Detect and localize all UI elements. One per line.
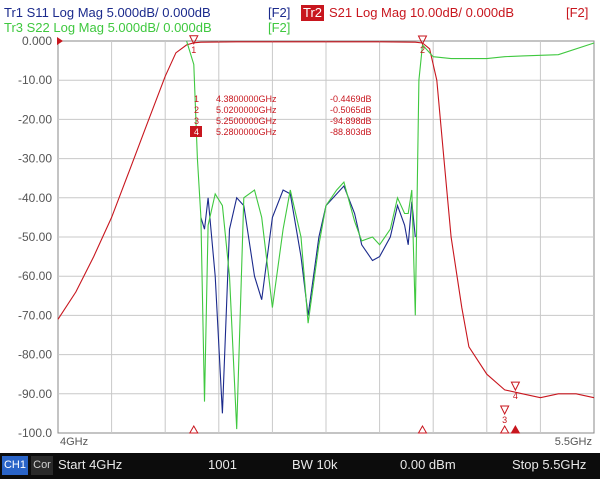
y-tick-label: -40.00 <box>18 191 52 205</box>
y-tick-label: -80.00 <box>18 348 52 362</box>
marker-table-number: 1 <box>194 94 199 104</box>
marker-table-frequency: 5.2500000GHz <box>216 116 277 126</box>
y-tick-label: -10.00 <box>18 73 52 87</box>
marker-active-highlight <box>190 126 202 137</box>
trace1-label[interactable]: Tr1 S11 Log Mag 5.000dB/ 0.000dB <box>4 5 211 20</box>
marker-4-label: 4 <box>513 391 518 401</box>
marker-2-triangle[interactable] <box>417 35 428 46</box>
y-tick-label: -90.00 <box>18 387 52 401</box>
marker-table-number: 4 <box>194 127 199 137</box>
marker-table-value: -0.4469dB <box>330 94 372 104</box>
marker-table-frequency: 4.3800000GHz <box>216 94 277 104</box>
trace-s11[interactable] <box>200 184 416 414</box>
trace2-tag[interactable]: Tr2 <box>301 5 325 21</box>
y-tick-label: 0.000 <box>22 34 52 48</box>
x-tick-label-start: 4GHz <box>60 436 88 448</box>
marker-table-frequency: 5.0200000GHz <box>216 105 277 115</box>
y-tick-label: -30.00 <box>18 152 52 166</box>
marker-2-label: 2 <box>420 45 425 55</box>
y-tick-label: -20.00 <box>18 112 52 126</box>
marker-table-value: -94.898dB <box>330 116 372 126</box>
marker-table-frequency: 5.2800000GHz <box>216 127 277 137</box>
trace2-label[interactable]: S21 Log Mag 10.00dB/ 0.000dB <box>329 5 515 20</box>
trace3-channel: [F2] <box>268 20 291 35</box>
x-tick-label-stop: 5.5GHz <box>555 436 592 448</box>
if-bandwidth[interactable]: BW 10k <box>292 457 338 472</box>
marker-1-axis-indicator <box>188 424 199 434</box>
marker-table-value: -0.5065dB <box>330 105 372 115</box>
marker-table-value: -88.803dB <box>330 127 372 137</box>
marker-3-triangle[interactable] <box>499 405 510 416</box>
start-frequency[interactable]: Start 4GHz <box>58 457 123 472</box>
source-power[interactable]: 0.00 dBm <box>400 457 456 472</box>
trace3-label[interactable]: Tr3 S22 Log Mag 5.000dB/ 0.000dB <box>4 20 212 35</box>
marker-3-axis-indicator <box>499 424 510 434</box>
y-tick-label: -50.00 <box>18 230 52 244</box>
y-tick-label: -70.00 <box>18 308 52 322</box>
trace1-channel: [F2] <box>268 5 291 20</box>
trace-s21[interactable] <box>57 41 595 399</box>
marker-4-axis-indicator <box>510 424 521 434</box>
y-tick-label: -60.00 <box>18 269 52 283</box>
stop-frequency[interactable]: Stop 5.5GHz <box>512 457 587 472</box>
status-bar: CH1 Cor Start 4GHz 1001 BW 10k 0.00 dBm … <box>0 453 600 479</box>
trace-s22[interactable] <box>186 40 595 430</box>
y-tick-label: -100.0 <box>18 426 52 440</box>
plot-area[interactable]: 0.000 -10.00 -20.00 -30.00 -40.00 -50.00 -60.0… <box>0 0 600 453</box>
marker-table-number: 3 <box>194 116 199 126</box>
marker-4-triangle[interactable] <box>510 381 521 392</box>
sweep-points[interactable]: 1001 <box>208 457 237 472</box>
trace2-channel: [F2] <box>566 5 589 20</box>
correction-indicator[interactable]: Cor <box>31 456 53 475</box>
reference-level-arrow <box>57 37 63 45</box>
trace-header: Tr1 S11 Log Mag 5.000dB/ 0.000dB [F2] Tr… <box>0 0 600 40</box>
channel-indicator[interactable]: CH1 <box>2 456 28 475</box>
marker-table-number: 2 <box>194 105 199 115</box>
marker-3-label: 3 <box>502 415 507 425</box>
marker-2-axis-indicator <box>417 424 428 434</box>
marker-1-label: 1 <box>191 45 196 55</box>
marker-1-triangle[interactable] <box>188 35 199 45</box>
